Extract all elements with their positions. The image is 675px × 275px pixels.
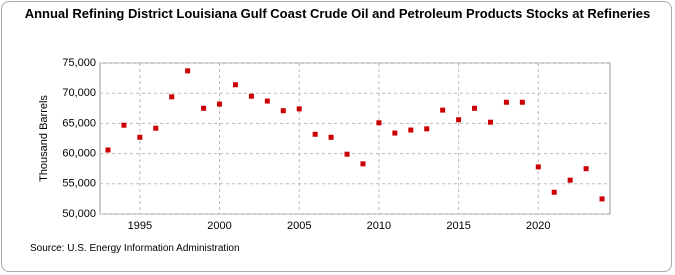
data-point xyxy=(392,130,398,136)
data-point xyxy=(519,99,525,105)
x-tick-label: 2020 xyxy=(526,220,550,232)
data-point xyxy=(344,151,350,157)
data-point xyxy=(487,119,493,125)
y-tick-label: 50,000 xyxy=(62,208,96,220)
y-tick-label: 70,000 xyxy=(62,87,96,99)
x-tick-label: 2010 xyxy=(367,220,391,232)
chart-title: Annual Refining District Louisiana Gulf … xyxy=(24,6,651,21)
data-point xyxy=(424,126,430,132)
data-point xyxy=(248,93,254,99)
data-point xyxy=(567,177,573,183)
y-axis-label: Thousand Barrels xyxy=(38,95,50,182)
x-tick-label: 2000 xyxy=(207,220,231,232)
data-point xyxy=(360,161,366,167)
y-tick-label: 75,000 xyxy=(62,57,96,69)
y-tick-label: 55,000 xyxy=(62,178,96,190)
data-point xyxy=(440,107,446,113)
data-point xyxy=(201,105,207,111)
data-point xyxy=(264,98,270,104)
data-point xyxy=(503,99,509,105)
data-point xyxy=(296,106,302,112)
y-tick-label: 60,000 xyxy=(62,148,96,160)
data-point xyxy=(408,127,414,133)
data-point xyxy=(583,166,589,172)
data-point xyxy=(312,131,318,137)
data-point xyxy=(376,120,382,126)
data-point xyxy=(153,125,159,131)
data-point xyxy=(280,108,286,114)
data-point xyxy=(121,122,127,128)
data-point xyxy=(169,94,175,100)
x-tick-label: 2005 xyxy=(287,220,311,232)
data-point xyxy=(535,164,541,170)
x-tick-label: 2015 xyxy=(446,220,470,232)
data-point xyxy=(551,189,557,195)
data-point xyxy=(599,196,605,202)
data-point xyxy=(137,134,143,140)
data-point xyxy=(105,147,111,153)
y-tick-label: 65,000 xyxy=(62,117,96,129)
source-note: Source: U.S. Energy Information Administ… xyxy=(30,243,240,254)
plot-area xyxy=(99,62,611,215)
data-point xyxy=(472,105,478,111)
data-point xyxy=(456,117,462,123)
data-point xyxy=(232,82,238,88)
data-point xyxy=(328,134,334,140)
frame xyxy=(1,1,672,272)
x-tick-label: 1995 xyxy=(128,220,152,232)
data-point xyxy=(217,101,223,107)
data-point xyxy=(185,68,191,74)
